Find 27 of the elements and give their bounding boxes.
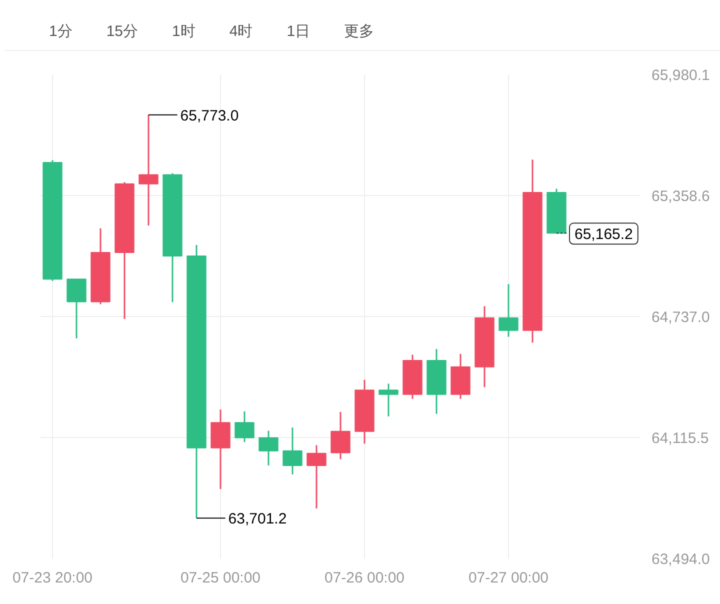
y-tick-label: 65,980.1 — [652, 67, 710, 84]
candlestick — [234, 410, 254, 443]
ref-line-label: 65,165.2 — [574, 226, 633, 244]
y-tick-label: 64,737.0 — [652, 309, 710, 326]
y-tick-label: 64,115.5 — [652, 430, 709, 448]
candlestick — [258, 430, 278, 466]
candlestick — [378, 382, 398, 418]
candlestick — [306, 444, 326, 510]
text: 更多 — [344, 22, 374, 42]
text: 1时 — [172, 22, 196, 42]
text: 4时 — [229, 22, 253, 42]
candlestick — [138, 114, 158, 226]
y-tick-label: 65,358.6 — [652, 188, 710, 205]
annotation: 65,773.0 — [180, 107, 239, 124]
candlestick — [498, 283, 518, 338]
text: 15分 — [106, 22, 138, 42]
annotation: 63,701.2 — [228, 510, 287, 528]
x-tick-label: 07-27 00:00 — [468, 570, 549, 586]
candlestick — [282, 426, 302, 476]
x-tick-label: 07-26 00:00 — [324, 570, 405, 586]
candlestick — [330, 411, 350, 460]
x-tick-label: 07-25 00:00 — [180, 570, 261, 586]
x-tick-label: 07-23 20:00 — [12, 570, 93, 586]
text: 1分 — [49, 22, 72, 42]
y-tick-label: 63,494.0 — [652, 551, 710, 568]
candlestick — [66, 278, 86, 340]
text: 1日 — [286, 22, 310, 42]
